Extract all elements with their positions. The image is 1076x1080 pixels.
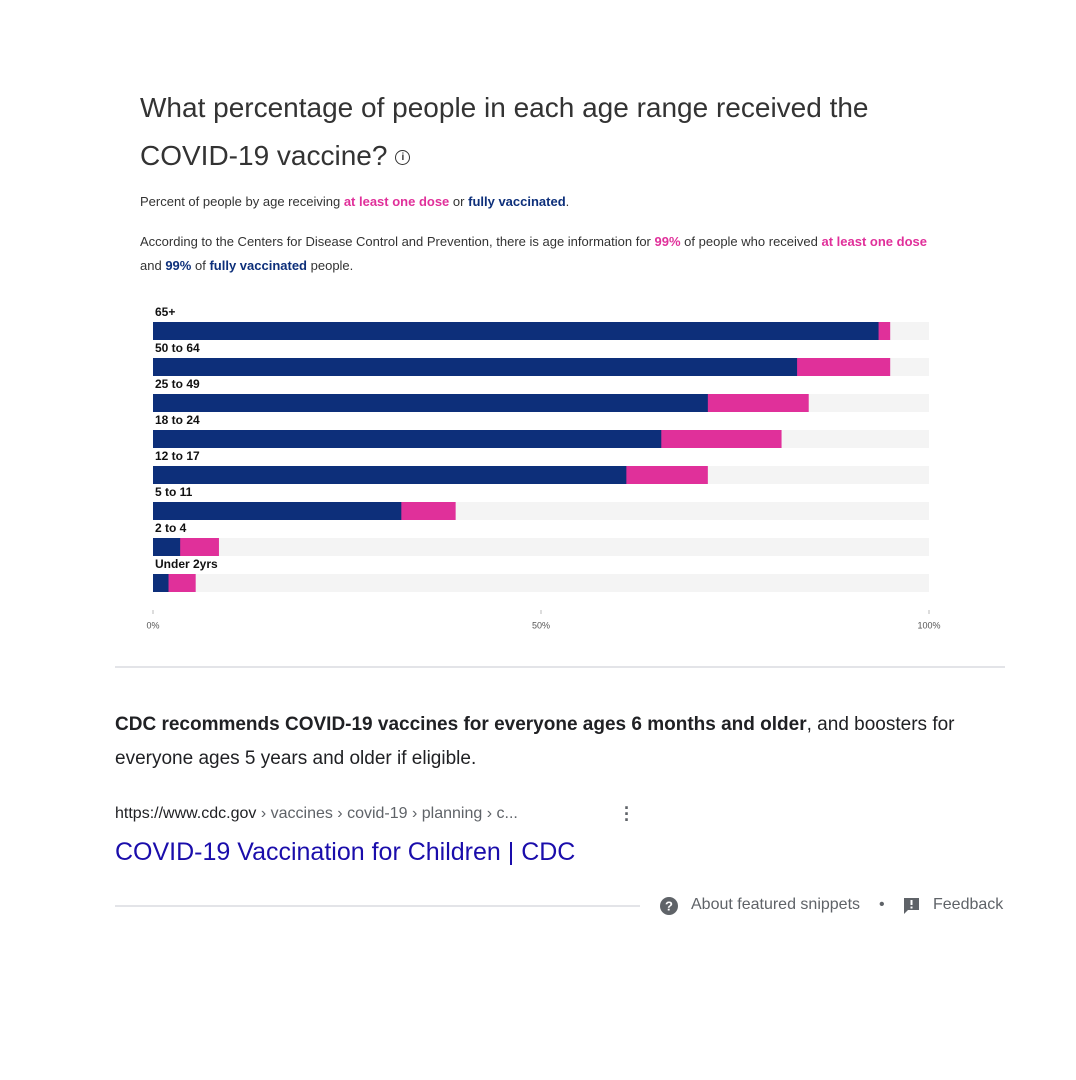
desc-highlight: at least one dose: [821, 234, 927, 249]
x-tick-label: 50%: [532, 620, 550, 630]
legend-entry: fully vaccinated: [468, 194, 566, 209]
category-label: 25 to 49: [155, 377, 200, 391]
feedback-icon[interactable]: [904, 898, 919, 914]
description: According to the Centers for Disease Con…: [140, 230, 940, 278]
about-snippets[interactable]: About featured snippets: [691, 896, 861, 913]
category-label: 50 to 64: [155, 341, 200, 355]
separator: •: [879, 896, 885, 913]
bar: [153, 358, 798, 376]
bar: [153, 322, 879, 340]
url-domain: https://www.cdc.gov: [115, 805, 257, 822]
info-icon[interactable]: i: [395, 150, 411, 166]
bar-track: [153, 574, 929, 592]
bar: [153, 574, 169, 592]
bar: [153, 466, 627, 484]
category-label: 65+: [155, 305, 175, 319]
desc-text: According to the Centers for Disease Con…: [140, 234, 651, 249]
bar: [153, 430, 662, 448]
chart-title: What percentage of people in each age ra…: [140, 92, 869, 171]
feedback[interactable]: Feedback: [933, 896, 1004, 913]
snippet-text: CDC recommends COVID-19 vaccines for eve…: [115, 708, 1005, 776]
bar-track: [153, 538, 929, 556]
desc-text: of people who received: [684, 234, 818, 249]
category-label: 2 to 4: [155, 521, 187, 535]
help-icon-glyph: ?: [665, 898, 673, 913]
subtitle: Percent of people by age receiving at le…: [140, 194, 570, 209]
feedback-icon-glyph: [910, 906, 913, 909]
bar: [153, 394, 708, 412]
more-menu[interactable]: · · ·: [624, 798, 630, 830]
desc-text: of: [194, 258, 206, 273]
category-label: 12 to 17: [155, 449, 200, 463]
legend-entry: at least one dose: [343, 194, 450, 209]
desc-highlight: 99%: [165, 258, 192, 273]
x-tick-label: 100%: [917, 620, 940, 630]
snippet-rest: , and boosters for everyone ages 5 years…: [115, 714, 955, 769]
category-label: 18 to 24: [155, 413, 200, 427]
bar: [153, 502, 402, 520]
result-link[interactable]: COVID-19 Vaccination for Children | CDC: [115, 838, 576, 866]
chart: 65+ 50 to 64 25 to 49 18 to 24 12 to 17 5 to …: [115, 305, 1005, 668]
bar: [153, 538, 181, 556]
desc-highlight: fully vaccinated: [209, 258, 307, 273]
category-label: 5 to 11: [155, 485, 193, 499]
subtitle-text: or: [452, 194, 465, 209]
feedback-icon-glyph: [910, 900, 913, 905]
category-label: Under 2yrs: [155, 557, 218, 571]
desc-highlight: 99%: [654, 234, 681, 249]
footer-graphics: ?: [115, 897, 919, 915]
help-icon[interactable]: [660, 897, 678, 915]
result-url[interactable]: https://www.cdc.gov › vaccines › covid-1…: [115, 805, 518, 823]
chart-title-block: What percentage of people in each age ra…: [140, 84, 920, 180]
url-breadcrumb: › vaccines › covid-19 › planning › c...: [256, 805, 518, 822]
desc-text: and: [140, 258, 162, 273]
x-tick-label: 0%: [146, 620, 159, 630]
desc-text: people.: [310, 258, 354, 273]
subtitle-text: Percent of people by age receiving: [140, 194, 341, 209]
snippet-bold: CDC recommends COVID-19 vaccines for eve…: [115, 714, 807, 735]
